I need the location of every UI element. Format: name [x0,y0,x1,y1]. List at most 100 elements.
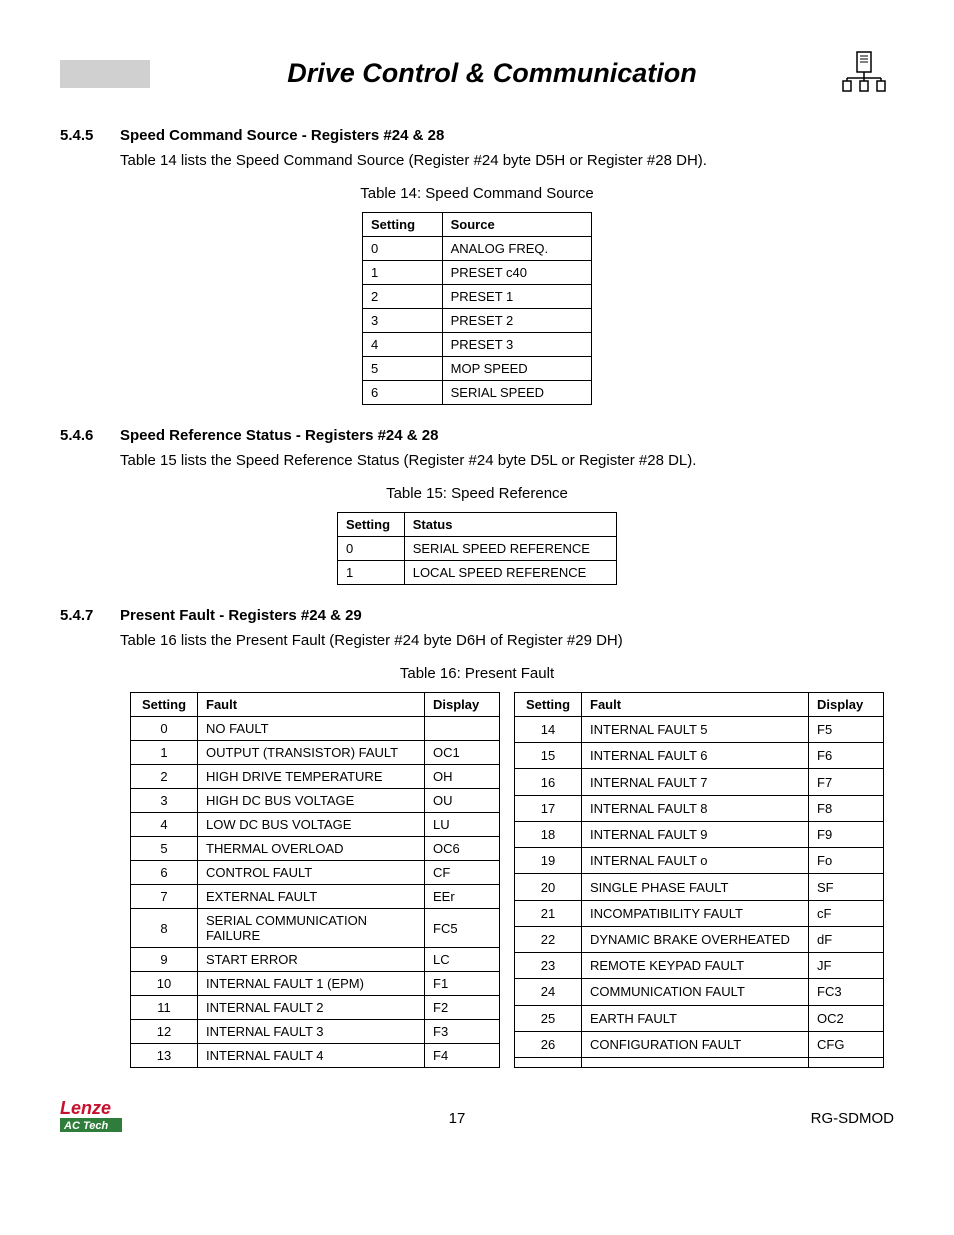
table-row: 6CONTROL FAULTCF [131,861,500,885]
table-cell: JF [809,953,884,979]
table-cell: OC6 [425,837,500,861]
table-cell: EXTERNAL FAULT [198,885,425,909]
table-cell: 6 [363,381,443,405]
table-cell: cF [809,900,884,926]
svg-text:AC Tech: AC Tech [63,1120,108,1132]
table-cell: Fo [809,848,884,874]
table-row: 0SERIAL SPEED REFERENCE [338,537,617,561]
table-row: 4PRESET 3 [363,333,592,357]
table-caption: Table 15: Speed Reference [60,485,894,502]
section-5-4-5: 5.4.5 Speed Command Source - Registers #… [60,127,894,405]
table-row: 15INTERNAL FAULT 6F6 [515,743,884,769]
table-cell: INCOMPATIBILITY FAULT [582,900,809,926]
table-cell: PRESET 1 [442,285,591,309]
table-cell: INTERNAL FAULT 8 [582,795,809,821]
table-cell: 16 [515,769,582,795]
table-row: 16INTERNAL FAULT 7F7 [515,769,884,795]
table-cell: F4 [425,1044,500,1068]
table-row: 6SERIAL SPEED [363,381,592,405]
table-cell: EARTH FAULT [582,1005,809,1031]
table-cell: 0 [131,717,198,741]
table-cell: START ERROR [198,948,425,972]
brand-logo: Lenze AC Tech [60,1098,140,1138]
table-row: 5THERMAL OVERLOADOC6 [131,837,500,861]
table-cell: INTERNAL FAULT 2 [198,996,425,1020]
table-cell [582,1058,809,1068]
table-cell: INTERNAL FAULT 6 [582,743,809,769]
table-cell: 9 [131,948,198,972]
table-cell: 10 [131,972,198,996]
table-cell: F9 [809,821,884,847]
column-header: Fault [198,693,425,717]
table-row: 20SINGLE PHASE FAULTSF [515,874,884,900]
column-header: Status [404,513,616,537]
table-cell [515,1058,582,1068]
table-caption: Table 16: Present Fault [60,665,894,682]
table-cell: PRESET 3 [442,333,591,357]
table-cell: 1 [131,741,198,765]
table-cell: 18 [515,821,582,847]
table-row: 5MOP SPEED [363,357,592,381]
section-body: Table 16 lists the Present Fault (Regist… [120,632,894,649]
table-cell: F1 [425,972,500,996]
column-header: Setting [515,693,582,717]
table-cell: F6 [809,743,884,769]
table-cell: 3 [131,789,198,813]
table-row: 1LOCAL SPEED REFERENCE [338,561,617,585]
table-cell: SERIAL COMMUNICATION FAILURE [198,909,425,948]
table-cell [809,1058,884,1068]
table-cell: INTERNAL FAULT 3 [198,1020,425,1044]
column-header: Setting [338,513,405,537]
doc-code: RG-SDMOD [774,1110,894,1127]
table-cell: 11 [131,996,198,1020]
table-cell: ANALOG FREQ. [442,237,591,261]
column-header: Setting [131,693,198,717]
table-cell: DYNAMIC BRAKE OVERHEATED [582,926,809,952]
table-cell: 1 [338,561,405,585]
table-cell: CF [425,861,500,885]
table-cell: OC1 [425,741,500,765]
table-cell: LC [425,948,500,972]
table-cell: F7 [809,769,884,795]
table-cell: SERIAL SPEED REFERENCE [404,537,616,561]
table-cell: F3 [425,1020,500,1044]
section-5-4-6: 5.4.6 Speed Reference Status - Registers… [60,427,894,585]
table-row: 13INTERNAL FAULT 4F4 [131,1044,500,1068]
section-body: Table 15 lists the Speed Reference Statu… [120,452,894,469]
table-15: SettingStatus 0SERIAL SPEED REFERENCE1LO… [337,512,617,585]
table-cell: 8 [131,909,198,948]
table-cell: SF [809,874,884,900]
table-cell: 0 [338,537,405,561]
table-row: 9START ERRORLC [131,948,500,972]
table-cell: F5 [809,717,884,743]
table-cell: MOP SPEED [442,357,591,381]
table-row: 2HIGH DRIVE TEMPERATUREOH [131,765,500,789]
table-cell: PRESET c40 [442,261,591,285]
table-cell: INTERNAL FAULT o [582,848,809,874]
column-header: Fault [582,693,809,717]
page-header: Drive Control & Communication [60,50,894,97]
table-row: 1PRESET c40 [363,261,592,285]
table-cell: 21 [515,900,582,926]
table-row: 23REMOTE KEYPAD FAULTJF [515,953,884,979]
svg-text:Lenze: Lenze [60,1098,111,1118]
table-cell: LU [425,813,500,837]
table-cell: FC5 [425,909,500,948]
table-cell: dF [809,926,884,952]
table-cell: 19 [515,848,582,874]
table-row: 26CONFIGURATION FAULTCFG [515,1031,884,1057]
table-cell: 7 [131,885,198,909]
table-cell: OC2 [809,1005,884,1031]
page-number: 17 [140,1110,774,1127]
page-footer: Lenze AC Tech 17 RG-SDMOD [60,1098,894,1138]
column-header: Display [425,693,500,717]
table-cell: HIGH DRIVE TEMPERATURE [198,765,425,789]
table-cell: PRESET 2 [442,309,591,333]
table-cell [425,717,500,741]
column-header: Setting [363,213,443,237]
table-cell: 26 [515,1031,582,1057]
table-cell: 25 [515,1005,582,1031]
table-cell: 5 [363,357,443,381]
module-icon [834,50,894,97]
table-cell: INTERNAL FAULT 9 [582,821,809,847]
